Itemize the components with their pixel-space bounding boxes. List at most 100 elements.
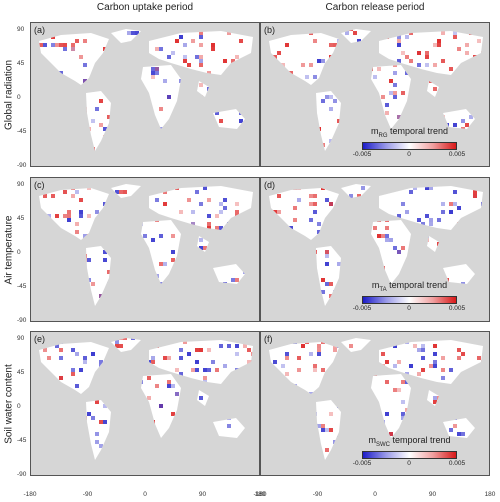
trend-cell: [163, 190, 167, 194]
trend-cell: [477, 294, 481, 298]
trend-cell: [317, 352, 321, 356]
trend-cell: [219, 226, 223, 230]
trend-cell: [135, 452, 139, 456]
trend-cell: [143, 115, 147, 119]
trend-cell: [91, 282, 95, 286]
trend-cell: [203, 332, 207, 336]
trend-cell: [473, 83, 477, 87]
trend-cell: [247, 364, 251, 368]
trend-cell: [219, 119, 223, 123]
trend-cell: [195, 250, 199, 254]
trend-cell: [79, 99, 83, 103]
trend-cell: [123, 310, 127, 314]
trend-cell: [119, 294, 123, 298]
trend-cell: [385, 412, 389, 416]
trend-cell: [99, 238, 103, 242]
trend-cell: [441, 210, 445, 214]
trend-cell: [107, 75, 111, 79]
trend-cell: [95, 238, 99, 242]
trend-cell: [361, 75, 365, 79]
trend-cell: [429, 384, 433, 388]
trend-cell: [91, 147, 95, 151]
trend-cell: [227, 384, 231, 388]
trend-cell: [119, 368, 123, 372]
trend-cell: [465, 408, 469, 412]
trend-cell: [255, 310, 259, 314]
trend-cell: [79, 210, 83, 214]
trend-cell: [251, 352, 253, 356]
trend-cell: [293, 340, 297, 344]
trend-cell: [313, 314, 317, 318]
trend-cell: [111, 71, 115, 75]
trend-cell: [71, 348, 75, 352]
trend-cell: [187, 352, 191, 356]
trend-cell: [131, 71, 135, 75]
trend-cell: [481, 178, 485, 182]
trend-cell: [31, 436, 35, 440]
x-tick-label: 180: [254, 491, 266, 498]
trend-cell: [393, 340, 397, 344]
trend-cell: [59, 338, 63, 340]
trend-cell: [281, 29, 285, 31]
trend-cell: [179, 356, 183, 360]
trend-cell: [409, 424, 413, 428]
trend-cell: [255, 250, 259, 254]
trend-cell: [59, 274, 63, 278]
trend-cell: [461, 99, 465, 103]
trend-cell: [199, 59, 203, 63]
trend-cell: [289, 71, 293, 75]
trend-cell: [195, 115, 199, 119]
trend-cell: [83, 460, 87, 464]
trend-cell: [277, 290, 281, 294]
colorbar-temperature: [362, 295, 457, 304]
trend-cell: [449, 428, 453, 432]
trend-cell: [119, 143, 123, 147]
trend-cell: [199, 155, 203, 159]
trend-cell: [433, 416, 437, 420]
trend-cell: [75, 250, 79, 254]
trend-cell: [405, 408, 409, 412]
trend-cell: [469, 87, 473, 91]
trend-cell: [289, 392, 293, 396]
trend-cell: [31, 250, 35, 254]
trend-cell: [167, 302, 171, 306]
trend-cell: [301, 127, 305, 131]
trend-cell: [449, 254, 453, 258]
trend-cell: [293, 286, 297, 290]
trend-cell: [265, 464, 269, 468]
trend-cell: [301, 262, 305, 266]
trend-cell: [79, 103, 83, 107]
trend-cell: [51, 338, 55, 340]
trend-cell: [59, 396, 63, 400]
trend-cell: [261, 151, 265, 155]
trend-cell: [309, 298, 313, 302]
trend-cell: [481, 360, 483, 364]
trend-cell: [261, 298, 265, 302]
trend-cell: [55, 396, 59, 400]
continent: [269, 33, 339, 85]
trend-cell: [405, 55, 409, 59]
trend-cell: [361, 408, 365, 412]
trend-cell: [457, 47, 461, 51]
trend-cell: [417, 270, 421, 274]
trend-cell: [313, 194, 317, 198]
trend-cell: [155, 274, 159, 278]
trend-cell: [163, 202, 167, 206]
trend-cell: [107, 135, 111, 139]
continent: [371, 374, 411, 438]
trend-cell: [119, 444, 123, 448]
trend-cell: [107, 282, 111, 286]
trend-cell: [293, 238, 297, 242]
trend-cell: [171, 147, 175, 151]
trend-cell: [289, 302, 293, 306]
trend-cell: [79, 270, 83, 274]
trend-cell: [139, 266, 143, 270]
trend-cell: [373, 226, 377, 230]
trend-cell: [429, 186, 433, 190]
trend-cell: [449, 202, 453, 206]
trend-cell: [297, 127, 301, 131]
trend-cell: [71, 119, 75, 123]
trend-cell: [123, 23, 127, 27]
trend-cell: [207, 348, 211, 352]
trend-cell: [59, 155, 63, 159]
